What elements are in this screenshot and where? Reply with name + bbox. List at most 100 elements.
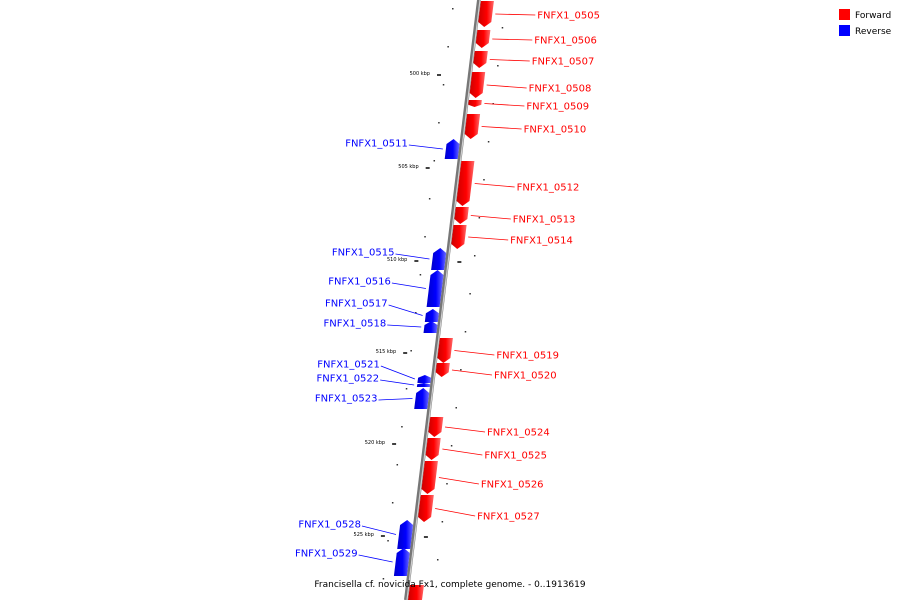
gene-label-fnfx1_0513[interactable]: FNFX1_0513 [513, 215, 576, 226]
gene-leader-line [474, 183, 515, 188]
gene-label-fnfx1_0519[interactable]: FNFX1_0519 [496, 351, 559, 362]
scale-dot [410, 350, 412, 352]
legend-reverse-swatch [839, 25, 850, 36]
gene-arrow-fnfx1_0509[interactable] [468, 100, 482, 107]
gene-label-fnfx1_0512[interactable]: FNFX1_0512 [517, 183, 580, 194]
gene-leader-line [361, 525, 397, 535]
scale-dot [441, 521, 444, 523]
gene-label-fnfx1_0520[interactable]: FNFX1_0520 [494, 371, 557, 382]
gene-arrow-fnfx1_0506[interactable] [475, 30, 491, 48]
gene-leader-line [492, 38, 533, 41]
gene-arrow-fnfx1_0524[interactable] [428, 417, 444, 437]
gene-arrow-fnfx1_0518[interactable] [423, 321, 438, 333]
scale-dot [419, 274, 422, 276]
gene-leader-line [486, 84, 527, 89]
gene-arrow-fnfx1_0512[interactable] [456, 161, 475, 206]
gene-label-fnfx1_0514[interactable]: FNFX1_0514 [510, 236, 573, 247]
gene-arrow-fnfx1_0526[interactable] [421, 461, 438, 494]
scale-tick-label: 515 kbp [376, 349, 396, 355]
gene-label-fnfx1_0526[interactable]: FNFX1_0526 [481, 480, 544, 491]
gene-arrow-fnfx1_0527[interactable] [418, 495, 434, 522]
scale-dot [391, 502, 394, 504]
scale-dot [438, 122, 440, 124]
scale-tick-label: 510 kbp [387, 257, 407, 263]
gene-arrow-fnfx1_0514[interactable] [451, 225, 467, 249]
gene-label-fnfx1_0510[interactable]: FNFX1_0510 [524, 125, 587, 136]
gene-arrow-fnfx1_0521[interactable] [417, 375, 432, 383]
gene-label-fnfx1_0516[interactable]: FNFX1_0516 [328, 277, 391, 288]
gene-arrow-fnfx1_0516[interactable] [426, 270, 444, 307]
gene-label-fnfx1_0518[interactable]: FNFX1_0518 [324, 319, 387, 330]
gene-leader-line [358, 554, 393, 563]
gene-label-fnfx1_0529[interactable]: FNFX1_0529 [295, 549, 358, 560]
gene-label-fnfx1_0506[interactable]: FNFX1_0506 [534, 36, 597, 47]
gene-arrow-fnfx1_0511[interactable] [444, 139, 460, 159]
scale-dot [452, 8, 454, 10]
scale-dot [450, 445, 453, 447]
scale-tick-label: 525 kbp [354, 532, 374, 538]
gene-leader-line [489, 59, 530, 62]
gene-arrow-fnfx1_0528[interactable] [397, 520, 414, 549]
gene-arrow-fnfx1_0508[interactable] [469, 72, 486, 98]
gene-arrow-fnfx1_0510[interactable] [464, 114, 481, 139]
gene-arrow-fnfx1_0519[interactable] [437, 338, 453, 363]
scale-dot [455, 407, 457, 409]
gene-leader-line [468, 236, 509, 241]
gene-arrow-fnfx1_0517[interactable] [424, 309, 439, 322]
scale-dot [464, 331, 467, 333]
scale-dot [433, 160, 436, 162]
gene-label-fnfx1_0523[interactable]: FNFX1_0523 [315, 394, 378, 405]
gene-arrow-fnfx1_0520[interactable] [435, 363, 450, 377]
backbone-dots [382, 8, 504, 580]
gene-label-fnfx1_0515[interactable]: FNFX1_0515 [332, 248, 395, 259]
genome-caption: Francisella cf. novicida Fx1, complete g… [314, 580, 586, 590]
gene-arrow-fnfx1_0515[interactable] [431, 248, 447, 270]
gene-arrow-fnfx1_0523[interactable] [414, 388, 430, 409]
gene-arrow-fnfx1_0525[interactable] [425, 438, 441, 460]
gene-arrow-fnfx1_0505[interactable] [478, 1, 494, 27]
scale-dot [483, 179, 485, 181]
gene-label-fnfx1_0524[interactable]: FNFX1_0524 [487, 428, 550, 439]
gene-label-fnfx1_0509[interactable]: FNFX1_0509 [526, 102, 589, 113]
gene-label-fnfx1_0521[interactable]: FNFX1_0521 [317, 360, 380, 371]
gene-label-fnfx1_0517[interactable]: FNFX1_0517 [325, 299, 388, 310]
scale-dot [469, 293, 471, 295]
scale-tick-label: 520 kbp [365, 440, 385, 446]
scale-dot [487, 141, 490, 143]
gene-leader-line [442, 448, 483, 456]
genome-backbone-highlight [406, 0, 481, 600]
gene-arrow-fnfx1_0513[interactable] [454, 207, 469, 224]
gene-leader-line [391, 282, 426, 289]
gene-label-fnfx1_0525[interactable]: FNFX1_0525 [484, 451, 547, 462]
scale-dot [415, 312, 417, 314]
gene-labels: FNFX1_0505 FNFX1_0506 FNFX1_0507 FNFX1_0508… [295, 11, 600, 563]
gene-label-fnfx1_0522[interactable]: FNFX1_0522 [317, 374, 380, 385]
genome-backbone [404, 0, 481, 600]
gene-label-fnfx1_0508[interactable]: FNFX1_0508 [529, 84, 592, 95]
gene-leader-line [470, 215, 511, 220]
gene-label-fnfx1_0507[interactable]: FNFX1_0507 [532, 57, 595, 68]
gene-track [393, 1, 494, 576]
scale-dot [401, 426, 403, 428]
gene-leader-line [454, 350, 495, 356]
scale-dot [442, 84, 445, 86]
gene-leader-line [388, 304, 423, 316]
scale-dot [478, 217, 481, 219]
gene-arrow-fnfx1_0529[interactable] [393, 548, 410, 576]
legend-reverse-label: Reverse [855, 27, 892, 37]
gene-label-fnfx1_0505[interactable]: FNFX1_0505 [537, 11, 600, 22]
gene-label-fnfx1_0527[interactable]: FNFX1_0527 [477, 512, 540, 523]
gene-leader-line [484, 103, 525, 107]
scale-dot [436, 559, 439, 561]
gene-leader-line [451, 369, 493, 376]
gene-arrow-fnfx1_0507[interactable] [473, 51, 488, 68]
gene-label-fnfx1_0528[interactable]: FNFX1_0528 [298, 520, 361, 531]
gene-leader-line [378, 398, 413, 401]
scale-dot [497, 65, 499, 67]
gene-arrow-fnfx1_0522[interactable] [416, 383, 431, 387]
gene-leader-line [495, 13, 536, 16]
scale-dot [446, 483, 448, 485]
gene-label-fnfx1_0511[interactable]: FNFX1_0511 [345, 139, 408, 150]
scale-dot [460, 369, 462, 371]
